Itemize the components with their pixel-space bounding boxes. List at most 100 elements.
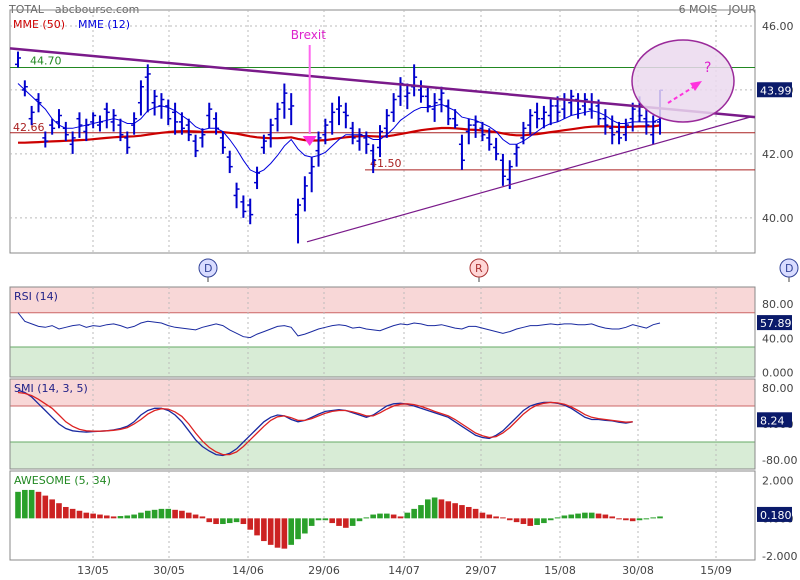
awesome-bar (650, 517, 656, 519)
awesome-bar (623, 518, 629, 521)
awesome-bar (390, 514, 397, 519)
smi-title: SMI (14, 3, 5) (14, 382, 88, 395)
smi-y-tick-label: -80.00 (762, 454, 797, 467)
legend-mme50: MME (50) (13, 18, 65, 31)
awesome-bar (616, 518, 622, 520)
awesome-bar (49, 499, 55, 519)
x-tick-label: 15/09 (700, 564, 732, 577)
awesome-bar (158, 508, 165, 519)
smi-oversold-zone (10, 442, 755, 469)
smi-last-value-box (757, 412, 792, 428)
awesome-bar (281, 518, 288, 549)
resistance-level-label: 44.70 (30, 55, 62, 68)
awesome-bar (629, 518, 636, 522)
awesome-bar (185, 512, 192, 519)
pivot-level-label: 42.66 (13, 121, 45, 134)
awesome-bar (370, 514, 376, 519)
awesome-bar (35, 491, 42, 519)
awesome-bar (397, 516, 404, 519)
descending-trendline (9, 47, 756, 119)
rsi-y-tick-label: 80.00 (762, 298, 794, 311)
awesome-bar (575, 513, 581, 519)
awesome-bar (76, 510, 83, 519)
awesome-bar (486, 514, 493, 519)
awesome-bar (500, 517, 506, 519)
awesome-bar (295, 518, 301, 540)
rsi-y-tick-label: 0.000 (762, 367, 794, 380)
rsi-line (17, 312, 661, 339)
awesome-bar (220, 518, 226, 525)
awesome-bar (226, 518, 233, 524)
awesome-y-tick-label: -2.000 (762, 550, 797, 563)
mme12-line (17, 83, 661, 174)
price-y-tick-label: 40.00 (762, 212, 794, 225)
awesome-bar (56, 503, 62, 519)
awesome-bar (595, 513, 602, 519)
rsi-oversold-zone (10, 347, 755, 377)
awesome-bar (582, 512, 588, 519)
awesome-bar (343, 518, 349, 528)
price-last-value: 43.99 (760, 84, 792, 97)
awesome-bar (103, 515, 110, 519)
awesome-bar (83, 512, 90, 519)
awesome-bar (472, 508, 479, 519)
awesome-bar (192, 514, 199, 519)
awesome-bar (336, 518, 342, 526)
smi-line (17, 389, 633, 457)
awesome-bar (213, 518, 219, 525)
brexit-arrow-head (302, 136, 317, 146)
awesome-bar (165, 508, 172, 519)
awesome-bar (247, 518, 254, 530)
legend-mme12: MME (12) (78, 18, 130, 31)
rsi-title: RSI (14) (14, 290, 58, 303)
awesome-bar (493, 516, 499, 519)
awesome-bar (308, 518, 315, 526)
awesome-bar (322, 518, 329, 521)
awesome-bar (411, 508, 417, 519)
x-tick-label: 30/05 (153, 564, 185, 577)
price-y-tick-label: 42.00 (762, 148, 794, 161)
awesome-bar (547, 518, 554, 521)
awesome-bar (425, 499, 431, 519)
rsi-last-value: 57.89 (760, 317, 792, 330)
awesome-bar (261, 518, 267, 542)
event-marker (469, 258, 489, 278)
price-y-tick-label: 46.00 (762, 20, 794, 33)
x-tick-label: 15/08 (544, 564, 576, 577)
awesome-panel-frame (9, 470, 756, 561)
awesome-bar (534, 518, 540, 525)
awesome-bar (315, 518, 322, 521)
mme50-line (18, 124, 661, 144)
event-marker-label: D (204, 262, 212, 275)
forecast-arrow-head (690, 81, 702, 91)
awesome-bar (568, 514, 575, 519)
awesome-bar (418, 505, 424, 519)
smi-panel-frame (9, 378, 756, 470)
awesome-bar (63, 506, 69, 519)
ascending-trendline (306, 116, 751, 243)
awesome-bar (42, 495, 49, 519)
smi-signal-line (17, 391, 633, 456)
awesome-bar (124, 515, 131, 519)
awesome-bar (267, 518, 274, 545)
awesome-bar (541, 518, 547, 524)
awesome-bar (459, 505, 465, 519)
awesome-bar (240, 518, 247, 525)
awesome-y-tick-label: 2.000 (762, 474, 794, 487)
x-tick-label: 30/08 (622, 564, 654, 577)
awesome-bar (513, 518, 520, 523)
awesome-bar (438, 499, 445, 519)
awesome-bar (404, 512, 411, 519)
awesome-bar (445, 501, 452, 519)
event-marker (198, 258, 218, 278)
awesome-bar (609, 516, 616, 519)
awesome-bar (657, 516, 663, 519)
awesome-last-value: 0.180 (760, 509, 792, 522)
x-tick-label: 29/06 (308, 564, 340, 577)
price-last-value-box (757, 82, 792, 98)
forecast-ellipse (631, 39, 735, 123)
awesome-bar (520, 518, 527, 525)
awesome-bar (233, 518, 240, 523)
awesome-bar (643, 518, 650, 520)
